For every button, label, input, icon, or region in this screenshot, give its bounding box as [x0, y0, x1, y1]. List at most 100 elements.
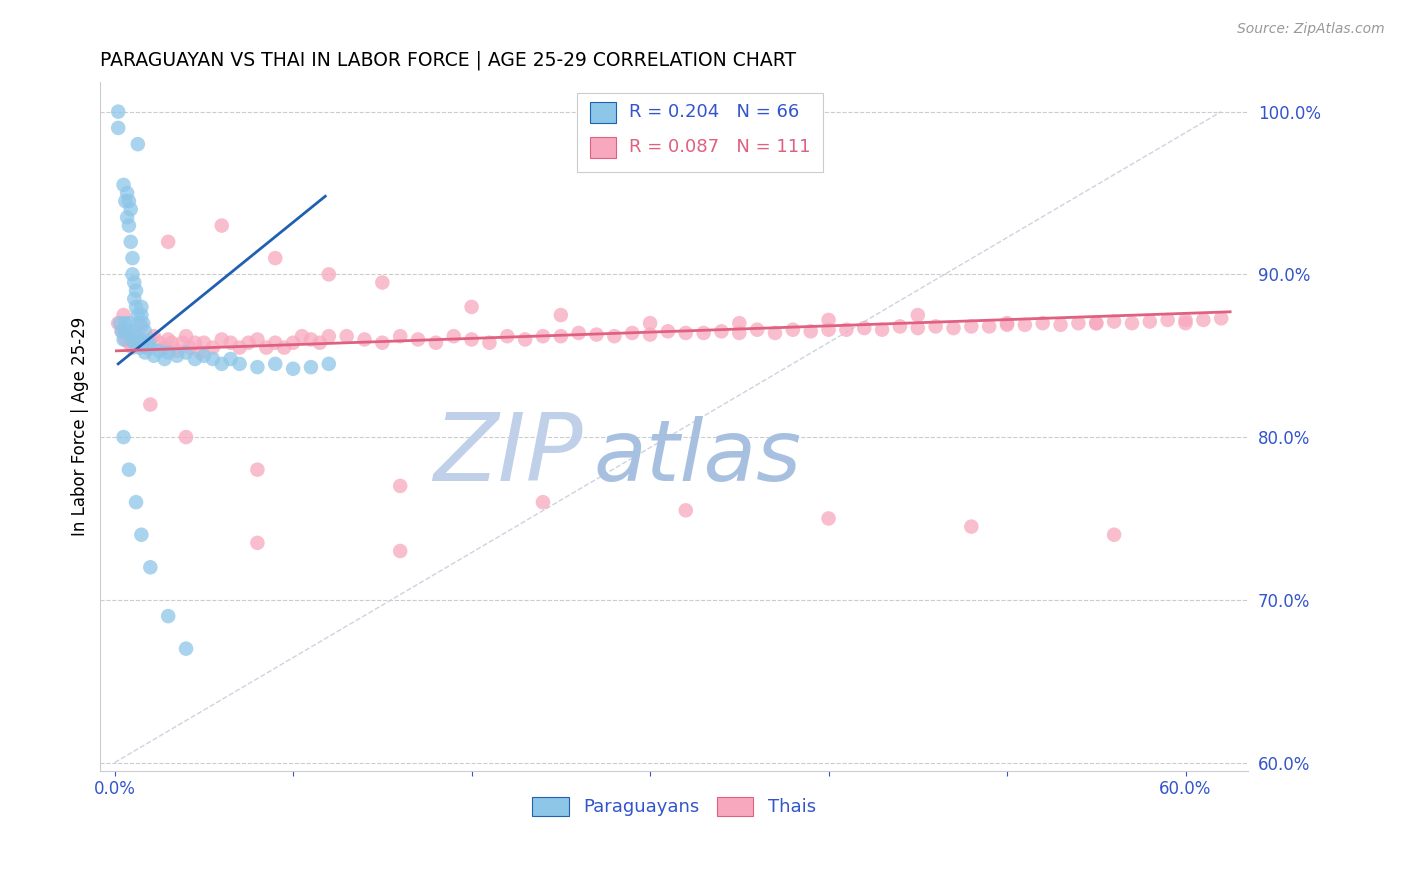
- Point: [120, 324, 142, 338]
- Point: [131, 319, 153, 334]
- Text: PARAGUAYAN VS THAI IN LABOR FORCE | AGE 25-29 CORRELATION CHART: PARAGUAYAN VS THAI IN LABOR FORCE | AGE …: [100, 51, 796, 70]
- Point: [131, 333, 153, 347]
- Point: [531, 495, 554, 509]
- Point: [138, 335, 160, 350]
- Point: [131, 527, 153, 541]
- Point: [118, 316, 141, 330]
- Point: [112, 308, 135, 322]
- Point: [121, 333, 143, 347]
- Point: [309, 335, 332, 350]
- Point: [128, 316, 150, 330]
- Point: [657, 324, 679, 338]
- Point: [122, 335, 145, 350]
- Point: [166, 343, 188, 358]
- Point: [496, 329, 519, 343]
- Point: [174, 345, 197, 359]
- Point: [550, 329, 572, 343]
- Point: [127, 137, 149, 152]
- Point: [1049, 318, 1071, 332]
- Point: [174, 329, 197, 343]
- Point: [139, 341, 162, 355]
- Point: [118, 194, 141, 208]
- Point: [1121, 316, 1143, 330]
- Point: [112, 178, 135, 192]
- Point: [184, 351, 207, 366]
- Point: [219, 335, 242, 350]
- Point: [1102, 527, 1125, 541]
- Point: [125, 329, 148, 343]
- Point: [125, 284, 148, 298]
- Point: [246, 463, 269, 477]
- Point: [115, 186, 138, 200]
- Point: [120, 235, 142, 249]
- Point: [219, 351, 242, 366]
- Point: [211, 219, 233, 233]
- Point: [114, 324, 136, 338]
- Y-axis label: In Labor Force | Age 25-29: In Labor Force | Age 25-29: [72, 317, 89, 536]
- Point: [193, 335, 215, 350]
- Point: [246, 536, 269, 550]
- Point: [121, 251, 143, 265]
- Point: [817, 323, 839, 337]
- Point: [692, 326, 714, 340]
- Point: [389, 329, 412, 343]
- Text: R = 0.204   N = 66: R = 0.204 N = 66: [630, 103, 800, 121]
- Point: [460, 333, 482, 347]
- Point: [291, 329, 314, 343]
- Point: [621, 326, 644, 340]
- Point: [1102, 314, 1125, 328]
- Text: atlas: atlas: [593, 416, 801, 499]
- Point: [188, 345, 211, 359]
- Text: R = 0.087   N = 111: R = 0.087 N = 111: [630, 138, 811, 156]
- Point: [513, 333, 536, 347]
- Point: [675, 503, 697, 517]
- Point: [139, 333, 162, 347]
- Point: [568, 326, 591, 340]
- Point: [131, 300, 153, 314]
- Point: [281, 361, 304, 376]
- Point: [142, 329, 165, 343]
- Point: [160, 335, 183, 350]
- Point: [115, 211, 138, 225]
- Point: [125, 329, 148, 343]
- Point: [406, 333, 429, 347]
- Point: [299, 333, 322, 347]
- Point: [153, 341, 176, 355]
- Point: [800, 324, 823, 338]
- Point: [111, 324, 134, 338]
- Point: [942, 321, 965, 335]
- Point: [264, 251, 287, 265]
- Point: [675, 326, 697, 340]
- Point: [172, 335, 194, 350]
- Point: [134, 324, 156, 338]
- Point: [995, 316, 1018, 330]
- Point: [353, 333, 375, 347]
- Point: [389, 544, 412, 558]
- Point: [264, 357, 287, 371]
- Point: [121, 268, 143, 282]
- Point: [228, 341, 250, 355]
- Point: [139, 398, 162, 412]
- Text: Source: ZipAtlas.com: Source: ZipAtlas.com: [1237, 22, 1385, 37]
- Point: [889, 319, 911, 334]
- Point: [1174, 316, 1197, 330]
- Point: [1032, 316, 1054, 330]
- Point: [728, 316, 751, 330]
- Point: [132, 335, 155, 350]
- Point: [107, 104, 129, 119]
- Point: [193, 349, 215, 363]
- Point: [336, 329, 359, 343]
- Point: [238, 335, 260, 350]
- Point: [817, 313, 839, 327]
- Point: [603, 329, 626, 343]
- Point: [118, 219, 141, 233]
- Point: [246, 333, 269, 347]
- Point: [157, 333, 180, 347]
- Point: [127, 335, 149, 350]
- Point: [763, 326, 786, 340]
- Point: [127, 308, 149, 322]
- Point: [120, 202, 142, 217]
- Point: [371, 335, 394, 350]
- Point: [112, 333, 135, 347]
- Point: [122, 292, 145, 306]
